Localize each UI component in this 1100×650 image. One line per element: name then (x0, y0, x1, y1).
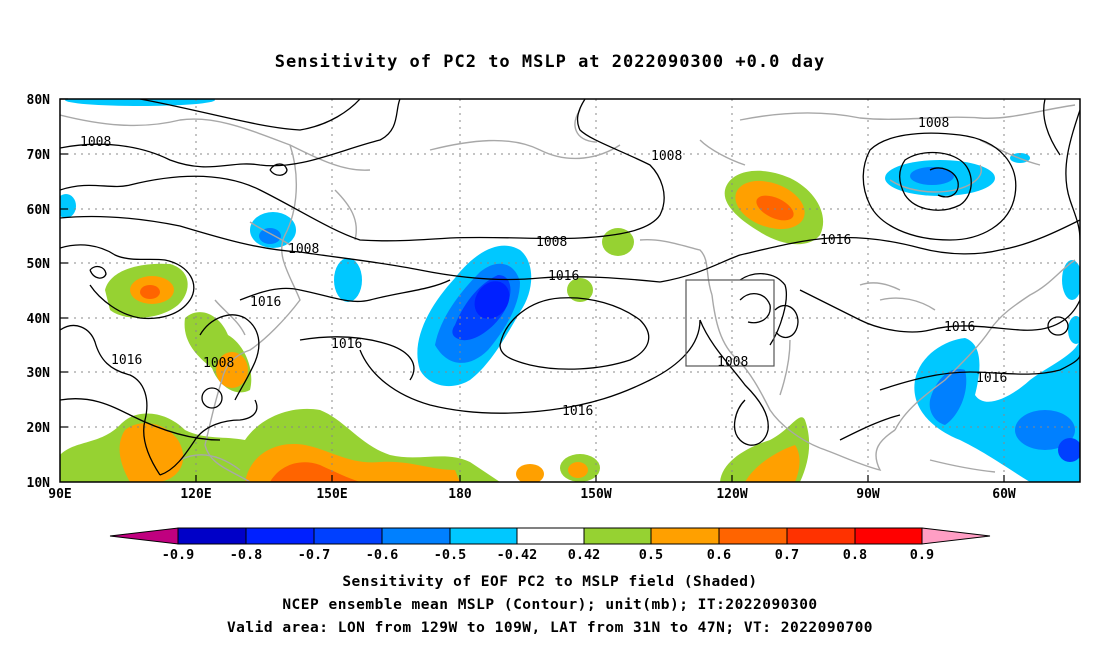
colorbar-segment (650, 527, 720, 545)
shade-blob (270, 462, 360, 482)
colorbar-label: -0.9 (162, 547, 195, 563)
lat-label: 80N (27, 93, 51, 108)
contour-label: 1008 (651, 149, 682, 164)
map-panel: 1008 1008 1008 1008 1008 1008 1008 1016 … (27, 93, 1081, 502)
colorbar-label: -0.7 (298, 547, 331, 563)
contour-label: 1016 (820, 233, 851, 248)
colorbar-label: 0.7 (775, 547, 799, 563)
shade-blob (140, 285, 160, 299)
shade-blob (1058, 438, 1080, 462)
colorbar-label: 0.8 (843, 547, 867, 563)
shade-blob (259, 228, 281, 244)
colorbar-segment (718, 527, 788, 545)
shade-blob (474, 281, 510, 319)
lon-label: 90E (48, 487, 71, 502)
axis-ticks (60, 98, 1005, 482)
shade-blob (516, 464, 544, 482)
contour-label: 1016 (331, 337, 362, 352)
colorbar-label: 0.6 (707, 547, 731, 563)
valid-area-box (685, 279, 775, 367)
map-frame (59, 98, 1081, 483)
lon-label: 60W (992, 487, 1016, 502)
shade-blob (568, 462, 588, 478)
colorbar-segment (245, 527, 315, 545)
colorbar-label: -0.42 (497, 547, 538, 563)
contour-label: 1016 (548, 269, 579, 284)
lat-label: 50N (27, 257, 51, 272)
colorbar-label: 0.42 (568, 547, 601, 563)
chart-title: Sensitivity of PC2 to MSLP at 2022090300… (274, 52, 826, 72)
colorbar-label: -0.6 (366, 547, 399, 563)
colorbar-segment (381, 527, 451, 545)
colorbar-segment (516, 527, 585, 545)
caption-line-3: Valid area: LON from 129W to 109W, LAT f… (226, 620, 874, 636)
graticule (60, 99, 1080, 482)
contour-label: 1008 (80, 135, 111, 150)
contour-label: 1016 (111, 353, 142, 368)
shade-blob (745, 445, 800, 482)
colorbar: -0.9 -0.8 -0.7 -0.6 -0.5 -0.42 0.42 0.5 … (109, 527, 991, 563)
contour-label: 1008 (203, 356, 234, 371)
lat-label: 70N (27, 148, 51, 163)
lat-label: 20N (27, 421, 51, 436)
colorbar-segment (449, 527, 518, 545)
contour-label: 1016 (944, 320, 975, 335)
lat-label: 40N (27, 312, 51, 327)
colorbar-segment (177, 527, 247, 545)
contour-label: 1008 (918, 116, 949, 131)
shade-blob (567, 278, 593, 302)
mslp-contours (60, 99, 1080, 476)
lon-label: 120W (716, 487, 747, 502)
lat-label: 10N (27, 476, 51, 491)
contour-label: 1008 (536, 235, 567, 250)
lat-label: 60N (27, 203, 51, 218)
colorbar-label: 0.9 (910, 547, 934, 563)
caption-line-2: NCEP ensemble mean MSLP (Contour); unit(… (282, 597, 818, 613)
coastlines (60, 104, 1076, 482)
colorbar-segment (313, 527, 383, 545)
shade-blob (1015, 410, 1075, 450)
colorbar-labels: -0.9 -0.8 -0.7 -0.6 -0.5 -0.42 0.42 0.5 … (162, 547, 934, 563)
shade-blob (334, 258, 362, 302)
contour-label-group: 1008 1008 1008 1008 1008 1008 1008 1016 … (80, 116, 1007, 419)
shade-blob (756, 195, 794, 221)
colorbar-segment (854, 527, 923, 545)
contour-label: 1008 (288, 242, 319, 257)
lon-label: 120E (180, 487, 211, 502)
lon-label: 150W (580, 487, 611, 502)
contour-label: 1016 (976, 371, 1007, 386)
colorbar-label: 0.5 (639, 547, 663, 563)
longitude-labels: 90E 120E 150E 180 150W 120W 90W 60W (48, 487, 1016, 502)
colorbar-label: -0.5 (434, 547, 467, 563)
colorbar-over-triangle (921, 527, 991, 545)
colorbar-label: -0.8 (230, 547, 263, 563)
lon-label: 90W (856, 487, 880, 502)
colorbar-under-triangle (109, 527, 179, 545)
shade-blob (910, 167, 954, 185)
lat-label: 30N (27, 366, 51, 381)
shade-blob (60, 194, 76, 218)
contour-label: 1016 (562, 404, 593, 419)
colorbar-segment (583, 527, 652, 545)
shade-blob (929, 369, 967, 425)
shade-blob (1062, 260, 1080, 300)
shade-blob (216, 352, 248, 388)
contour-label: 1008 (717, 355, 748, 370)
latitude-labels: 80N 70N 60N 50N 40N 30N 20N 10N (27, 93, 51, 491)
lon-label: 180 (448, 487, 472, 502)
shade-blob (1068, 316, 1080, 344)
lon-label: 150E (316, 487, 347, 502)
caption-line-1: Sensitivity of EOF PC2 to MSLP field (Sh… (342, 574, 758, 590)
shade-blob (65, 99, 215, 106)
shade-blob (119, 423, 184, 482)
contour-label: 1016 (250, 295, 281, 310)
colorbar-segment (786, 527, 856, 545)
shaded-sensitivity (60, 99, 1080, 482)
